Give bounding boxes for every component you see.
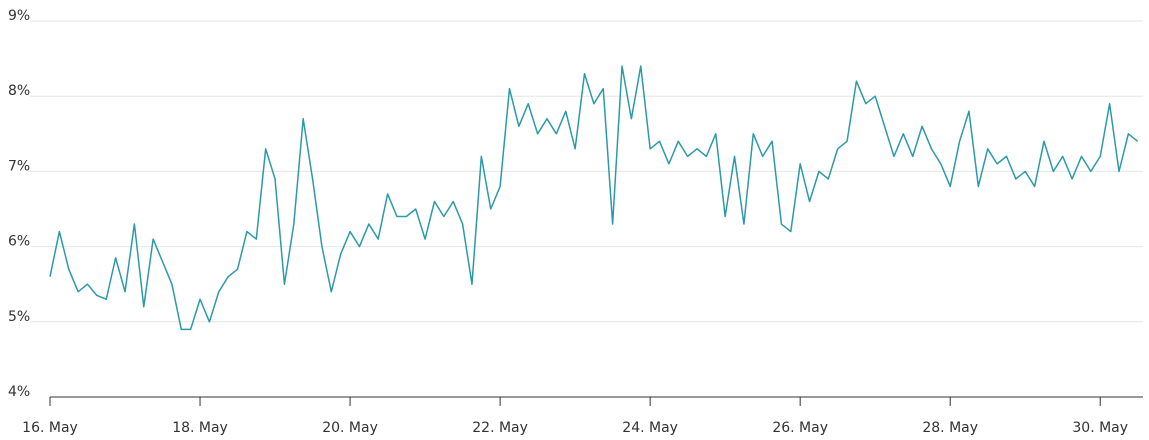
y-tick-label: 6%	[8, 234, 30, 250]
x-tick-label: 26. May	[772, 420, 828, 436]
x-tick-label: 28. May	[922, 420, 978, 436]
y-tick-label: 8%	[8, 83, 30, 99]
x-tick-label: 30. May	[1072, 420, 1128, 436]
x-tick-label: 22. May	[472, 420, 528, 436]
x-tick-label: 18. May	[172, 420, 228, 436]
y-tick-label: 7%	[8, 158, 30, 174]
x-tick-label: 24. May	[622, 420, 678, 436]
y-tick-label: 5%	[8, 309, 30, 325]
x-tick-label: 20. May	[322, 420, 378, 436]
y-tick-label: 4%	[8, 384, 30, 400]
line-series	[49, 65, 1139, 331]
y-tick-label: 9%	[8, 8, 30, 24]
x-tick-label: 16. May	[22, 420, 78, 436]
